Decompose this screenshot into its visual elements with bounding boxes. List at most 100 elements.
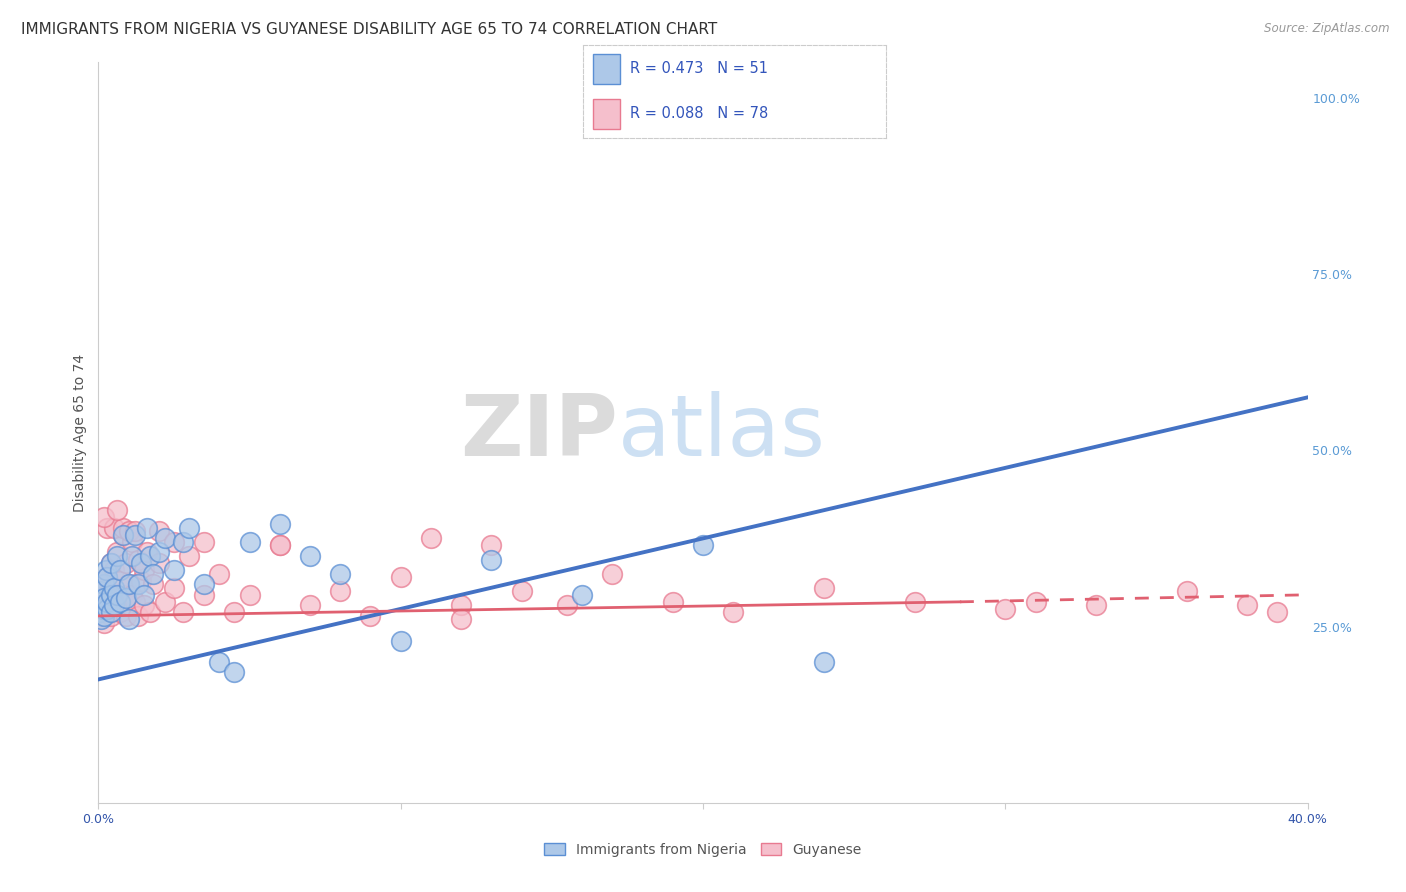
Point: [103, 602, 125, 616]
Text: Source: ZipAtlas.com: Source: ZipAtlas.com: [1264, 22, 1389, 36]
Point: [299, 549, 322, 563]
Point: [723, 606, 745, 620]
Point: [96, 570, 118, 584]
Point: [172, 606, 194, 620]
Point: [135, 521, 157, 535]
Point: [118, 577, 141, 591]
Point: [118, 577, 141, 591]
Point: [239, 535, 262, 549]
Point: [135, 545, 157, 559]
Point: [94, 563, 117, 577]
Point: [329, 566, 352, 581]
Point: [111, 528, 134, 542]
Point: [103, 581, 125, 595]
Point: [153, 595, 176, 609]
Point: [121, 535, 143, 549]
Point: [124, 528, 146, 542]
Point: [813, 581, 835, 595]
Point: [193, 588, 215, 602]
Point: [108, 606, 131, 620]
Point: [90, 584, 112, 599]
Point: [555, 599, 578, 613]
Point: [193, 535, 215, 549]
Point: [299, 599, 322, 613]
Point: [193, 577, 215, 591]
Point: [239, 588, 262, 602]
Point: [127, 609, 149, 624]
Point: [1236, 599, 1258, 613]
Point: [139, 549, 162, 563]
Point: [481, 538, 503, 552]
Point: [96, 602, 118, 616]
Point: [90, 612, 112, 626]
Point: [96, 570, 118, 584]
Point: [450, 599, 472, 613]
Point: [105, 503, 128, 517]
Point: [813, 655, 835, 669]
Point: [118, 599, 141, 613]
Point: [121, 549, 143, 563]
Point: [510, 584, 533, 599]
Point: [105, 588, 128, 602]
Point: [90, 584, 112, 599]
Point: [360, 609, 382, 624]
Point: [91, 595, 114, 609]
Point: [89, 606, 111, 620]
Y-axis label: Disability Age 65 to 74: Disability Age 65 to 74: [73, 353, 87, 512]
Point: [129, 556, 152, 570]
Point: [1085, 599, 1108, 613]
Point: [148, 545, 170, 559]
Point: [142, 577, 165, 591]
Point: [108, 595, 131, 609]
Point: [93, 510, 115, 524]
Point: [129, 574, 152, 588]
Point: [91, 602, 114, 616]
Point: [111, 521, 134, 535]
Point: [904, 595, 927, 609]
Point: [269, 538, 291, 552]
Point: [172, 535, 194, 549]
Point: [208, 655, 231, 669]
Point: [89, 606, 111, 620]
Point: [100, 588, 122, 602]
Point: [93, 591, 115, 606]
Point: [96, 595, 118, 609]
Point: [96, 599, 118, 613]
Point: [269, 517, 291, 532]
Point: [108, 563, 131, 577]
Point: [105, 595, 128, 609]
Point: [153, 532, 176, 546]
Point: [90, 609, 112, 624]
Point: [132, 588, 155, 602]
Point: [100, 588, 122, 602]
Point: [103, 581, 125, 595]
Point: [118, 524, 141, 539]
Point: [1267, 606, 1289, 620]
Point: [389, 633, 412, 648]
Point: [329, 584, 352, 599]
Point: [100, 606, 122, 620]
Point: [142, 566, 165, 581]
Point: [179, 521, 201, 535]
Point: [100, 556, 122, 570]
Point: [208, 566, 231, 581]
Point: [124, 524, 146, 539]
Point: [1024, 595, 1046, 609]
Point: [118, 612, 141, 626]
Point: [93, 577, 115, 591]
Point: [114, 591, 136, 606]
Text: ZIP: ZIP: [461, 391, 619, 475]
Text: R = 0.473   N = 51: R = 0.473 N = 51: [630, 61, 768, 76]
Point: [100, 609, 122, 624]
Point: [93, 615, 115, 630]
Bar: [592, 99, 620, 129]
Point: [661, 595, 683, 609]
Point: [148, 556, 170, 570]
Point: [132, 599, 155, 613]
Point: [111, 528, 134, 542]
Point: [1175, 584, 1198, 599]
Point: [100, 556, 122, 570]
Point: [94, 588, 117, 602]
Point: [163, 563, 186, 577]
Point: [132, 563, 155, 577]
